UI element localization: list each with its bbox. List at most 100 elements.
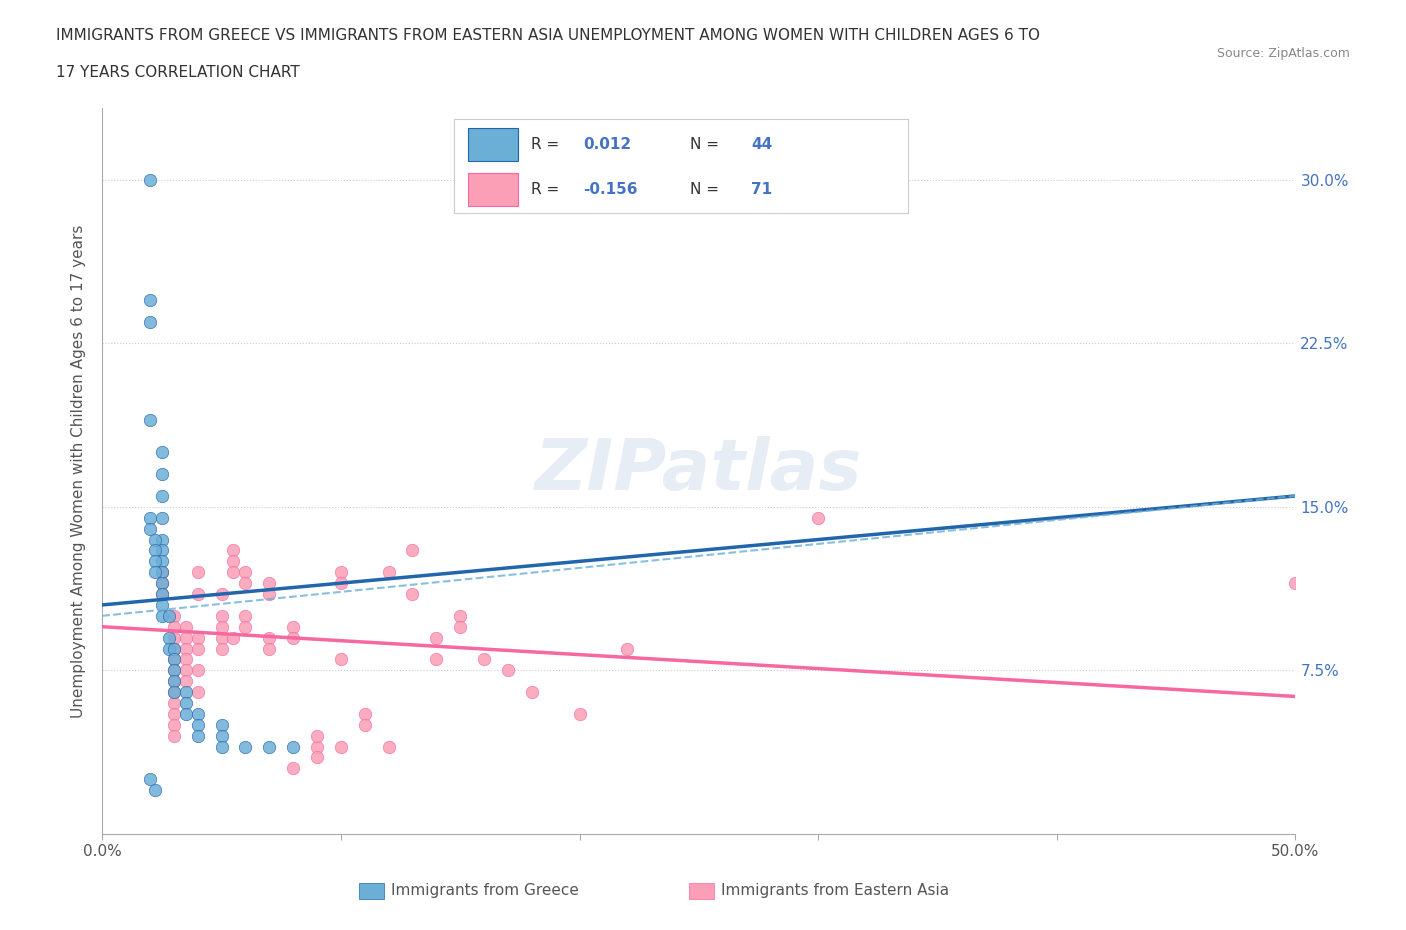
Point [235,739,257,754]
Point [211,619,233,634]
Point [163,707,186,722]
Text: ZIPatlas: ZIPatlas [536,436,862,505]
Point [174,663,197,678]
Point [211,739,233,754]
Point [520,684,543,699]
Point [305,751,328,765]
Point [235,608,257,623]
Point [259,739,281,754]
Point [139,772,162,787]
Point [305,739,328,754]
Point [163,717,186,732]
Point [143,554,166,569]
Point [174,631,197,645]
Text: Immigrants from Greece: Immigrants from Greece [391,884,579,898]
Point [163,673,186,688]
Point [222,631,245,645]
Point [157,631,180,645]
Point [163,684,186,699]
Point [329,576,352,591]
Point [187,728,209,743]
Point [174,652,197,667]
Point [449,619,471,634]
Point [329,565,352,579]
Point [150,554,173,569]
Point [163,663,186,678]
Point [139,314,162,329]
Point [211,641,233,656]
Point [139,172,162,187]
Point [163,608,186,623]
Y-axis label: Unemployment Among Women with Children Ages 6 to 17 years: Unemployment Among Women with Children A… [72,224,86,718]
Point [150,576,173,591]
Point [259,576,281,591]
Point [150,565,173,579]
Point [211,631,233,645]
Point [305,728,328,743]
Point [143,783,166,798]
Point [157,641,180,656]
Point [211,717,233,732]
Point [163,641,186,656]
Point [174,696,197,711]
Point [187,565,209,579]
Point [174,684,197,699]
Point [187,717,209,732]
Point [401,587,423,602]
Point [211,728,233,743]
Point [150,576,173,591]
Point [163,696,186,711]
Point [222,554,245,569]
Point [163,641,186,656]
Point [150,608,173,623]
Point [150,597,173,612]
Point [174,619,197,634]
Text: 17 YEARS CORRELATION CHART: 17 YEARS CORRELATION CHART [56,65,299,80]
Point [163,663,186,678]
Point [259,631,281,645]
Point [150,532,173,547]
Point [235,565,257,579]
Point [150,587,173,602]
Point [143,565,166,579]
Point [425,652,447,667]
Point [259,587,281,602]
Point [281,739,304,754]
Point [163,619,186,634]
Point [425,631,447,645]
Point [211,608,233,623]
Point [187,663,209,678]
Point [139,412,162,427]
Point [1284,576,1306,591]
Point [143,543,166,558]
Point [281,619,304,634]
Point [143,532,166,547]
Point [235,576,257,591]
Point [150,543,173,558]
Point [163,728,186,743]
Point [150,488,173,503]
Point [222,543,245,558]
Point [401,543,423,558]
Point [150,467,173,482]
Point [235,619,257,634]
Point [568,707,591,722]
Point [377,565,399,579]
Point [616,641,638,656]
Point [807,511,830,525]
Point [353,717,375,732]
Point [150,445,173,459]
Point [187,587,209,602]
Point [222,565,245,579]
Point [329,739,352,754]
Point [377,739,399,754]
Point [281,631,304,645]
Point [496,663,519,678]
Point [174,641,197,656]
Point [174,707,197,722]
Point [187,707,209,722]
Point [139,511,162,525]
Text: IMMIGRANTS FROM GREECE VS IMMIGRANTS FROM EASTERN ASIA UNEMPLOYMENT AMONG WOMEN : IMMIGRANTS FROM GREECE VS IMMIGRANTS FRO… [56,28,1040,43]
Point [150,511,173,525]
Point [187,631,209,645]
